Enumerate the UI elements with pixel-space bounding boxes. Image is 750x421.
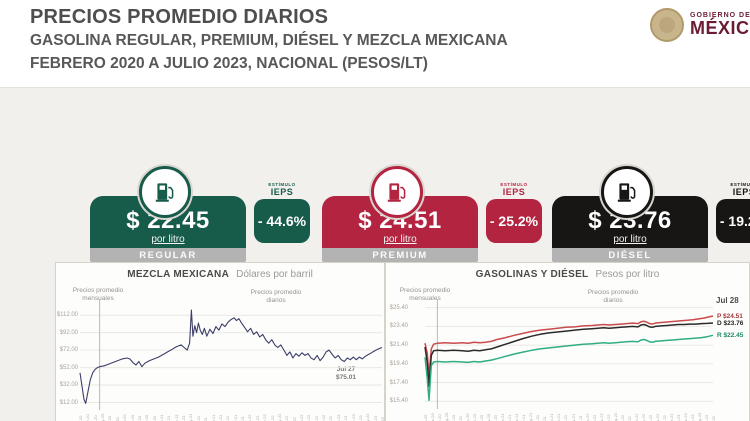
price-card: $ 23.76 por litro DIÉSEL bbox=[552, 196, 708, 263]
header: PRECIOS PROMEDIO DIARIOS GASOLINA REGULA… bbox=[0, 0, 750, 88]
y-tick-label: $12.00 bbox=[59, 399, 78, 406]
annotation-monthly: Precios promedio mensuales bbox=[399, 287, 451, 303]
y-tick-label: $21.40 bbox=[389, 342, 408, 349]
y-tick-label: $17.40 bbox=[389, 379, 408, 386]
fuel-pump-icon bbox=[139, 166, 191, 218]
annotation-monthly: Precios promedio mensuales bbox=[72, 287, 124, 303]
chart-title: GASOLINAS Y DIÉSEL bbox=[475, 269, 589, 280]
card-premium: $ 24.51 por litro PREMIUM ESTÍMULO IEPS … bbox=[318, 160, 548, 266]
y-tick-label: $15.40 bbox=[389, 398, 408, 405]
page-title: PRECIOS PROMEDIO DIARIOS bbox=[30, 6, 329, 28]
chart-subtitle: Pesos por litro bbox=[595, 269, 660, 280]
chart-title-row: GASOLINAS Y DIÉSEL Pesos por litro bbox=[386, 269, 749, 280]
premium-end-label: P $24.51 bbox=[717, 313, 743, 320]
fuel-pump-icon bbox=[371, 166, 423, 218]
y-tick-label: $25.40 bbox=[389, 304, 408, 311]
ieps-small-label: ESTÍMULO bbox=[268, 182, 296, 187]
y-tick-label: $72.00 bbox=[59, 347, 78, 354]
gobierno-de-mexico-logo: GOBIERNO DE MÉXICO bbox=[650, 8, 750, 42]
ieps-badge: ESTÍMULO IEPS - 25.2% bbox=[486, 182, 542, 243]
price-unit: por litro bbox=[383, 234, 417, 245]
y-tick-label: $23.40 bbox=[389, 323, 408, 330]
gasolinas-chart-svg bbox=[424, 299, 714, 409]
Diésel-line bbox=[424, 322, 714, 388]
chart-subtitle: Dólares por barril bbox=[236, 269, 313, 280]
fuel-pump-glyph bbox=[387, 183, 406, 202]
ieps-label: IEPS bbox=[270, 187, 294, 197]
fuel-type-label: REGULAR bbox=[90, 248, 246, 263]
annotation-daily: Precios promedio diarios bbox=[250, 289, 302, 305]
fuel-pump-glyph bbox=[155, 183, 174, 202]
y-tick-label: $32.00 bbox=[59, 382, 78, 389]
page-subtitle-fuels: GASOLINA REGULAR, PREMIUM, DIÉSEL Y MEZC… bbox=[30, 32, 508, 49]
ieps-small-label: ESTÍMULO bbox=[730, 182, 750, 187]
fuel-type-label: PREMIUM bbox=[322, 248, 478, 263]
gasolinas-diesel-chart-panel: GASOLINAS Y DIÉSEL Pesos por litro Precio… bbox=[385, 262, 750, 421]
fuel-pump-glyph bbox=[617, 183, 636, 202]
Premium-line bbox=[424, 315, 714, 376]
fuel-type-label: DIÉSEL bbox=[552, 248, 708, 263]
Regular-line bbox=[424, 334, 714, 402]
price-unit: por litro bbox=[151, 234, 185, 245]
last-value-note: Jul 27 $75.01 bbox=[336, 366, 356, 382]
mezcla-mexicana-chart-panel: MEZCLA MEXICANA Dólares por barril Precio… bbox=[55, 262, 385, 421]
ieps-badge: ESTÍMULO IEPS - 44.6% bbox=[254, 182, 310, 243]
y-tick-label: $52.00 bbox=[59, 364, 78, 371]
eagle-emblem-icon bbox=[650, 8, 684, 42]
ieps-badge: ESTÍMULO IEPS - 19.2% bbox=[716, 182, 750, 243]
ieps-percentage: - 44.6% bbox=[254, 199, 310, 243]
y-tick-label: $19.40 bbox=[389, 360, 408, 367]
card-regular: $ 22.45 por litro REGULAR ESTÍMULO IEPS … bbox=[86, 160, 316, 266]
regular-end-label: R $22.45 bbox=[717, 332, 744, 339]
fuel-pump-icon bbox=[601, 166, 653, 218]
y-tick-label: $112.00 bbox=[56, 312, 78, 319]
date-label: Jul 28 bbox=[716, 296, 739, 305]
Mezcla Mexicana-line bbox=[79, 309, 383, 404]
y-tick-label: $92.00 bbox=[59, 329, 78, 336]
logo-text-line2: MÉXICO bbox=[690, 17, 750, 38]
price-unit: por litro bbox=[613, 234, 647, 245]
ieps-label: IEPS bbox=[732, 187, 750, 197]
ieps-label: IEPS bbox=[502, 187, 526, 197]
page-subtitle-period: FEBRERO 2020 A JULIO 2023, NACIONAL (PES… bbox=[30, 55, 428, 72]
ieps-percentage: - 25.2% bbox=[486, 199, 542, 243]
annotation-daily: Precios promedio diarios bbox=[587, 289, 639, 305]
mezcla-chart-svg bbox=[79, 299, 383, 410]
card-diesel: $ 23.76 por litro DIÉSEL ESTÍMULO IEPS -… bbox=[548, 160, 750, 266]
diesel-end-label: D $23.76 bbox=[717, 320, 744, 327]
chart-title-row: MEZCLA MEXICANA Dólares por barril bbox=[56, 269, 384, 280]
chart-title: MEZCLA MEXICANA bbox=[127, 269, 230, 280]
ieps-small-label: ESTÍMULO bbox=[500, 182, 528, 187]
logo-text-line1: GOBIERNO DE bbox=[690, 11, 750, 19]
ieps-percentage: - 19.2% bbox=[716, 199, 750, 243]
